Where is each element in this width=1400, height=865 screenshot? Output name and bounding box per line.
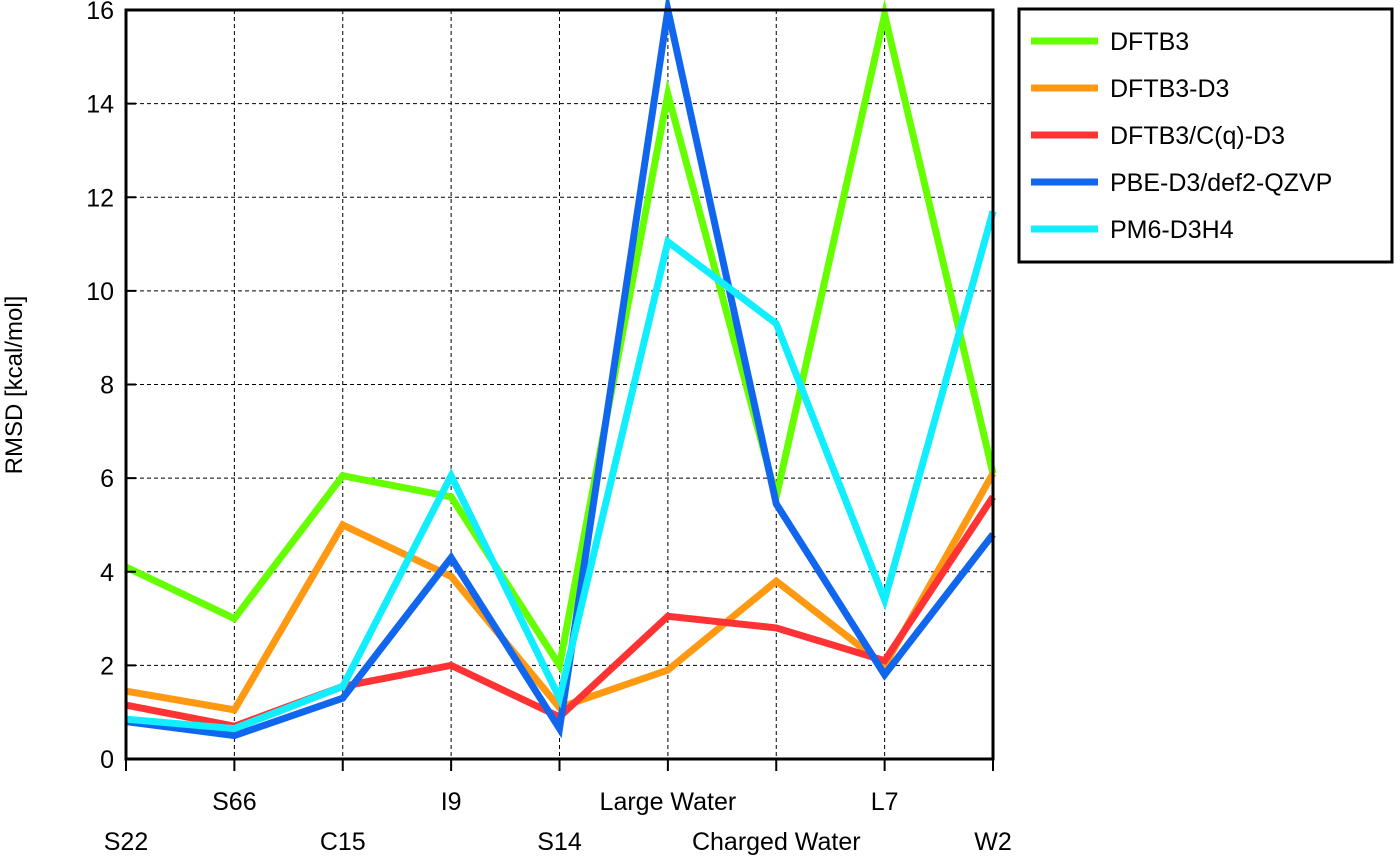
series-line-dftb3 bbox=[124, 0, 997, 675]
legend-label: PM6-D3H4 bbox=[1110, 216, 1234, 244]
legend-label: DFTB3/C(q)-D3 bbox=[1110, 122, 1285, 150]
legend-label: PBE-D3/def2-QZVP bbox=[1110, 169, 1332, 197]
x-tick-label: S14 bbox=[537, 828, 582, 856]
legend-label: DFTB3-D3 bbox=[1110, 75, 1229, 103]
y-tick-label: 10 bbox=[86, 278, 114, 306]
x-tick-label: Charged Water bbox=[692, 828, 861, 856]
y-tick-label: 6 bbox=[100, 465, 114, 493]
y-tick-label: 2 bbox=[100, 652, 114, 680]
legend-label: DFTB3 bbox=[1110, 28, 1189, 56]
x-tick-label: L7 bbox=[871, 788, 899, 816]
y-tick-label: 14 bbox=[86, 91, 114, 119]
series-lines bbox=[124, 0, 997, 740]
x-tick-label: Large Water bbox=[600, 788, 737, 816]
x-tick-label: S66 bbox=[212, 788, 256, 816]
axis-ticks: 0 2 4 6 8 10 12 14 16 S22 S66 C15 I9 S14 Large Water Ch… bbox=[86, 0, 1012, 856]
x-tick-label: S22 bbox=[104, 828, 148, 856]
x-tick-label: C15 bbox=[320, 828, 366, 856]
legend: DFTB3 DFTB3-D3 DFTB3/C(q)-D3 PBE-D3/def2-QZ… bbox=[1017, 7, 1394, 264]
x-tick-label: I9 bbox=[441, 788, 462, 816]
y-tick-label: 12 bbox=[86, 184, 114, 212]
y-tick-label: 8 bbox=[100, 372, 114, 400]
y-tick-label: 0 bbox=[100, 746, 114, 774]
y-tick-label: 4 bbox=[100, 559, 114, 587]
y-axis-label: RMSD [kcal/mol] bbox=[1, 296, 28, 475]
y-tick-label: 16 bbox=[86, 0, 114, 25]
grid bbox=[126, 10, 993, 759]
series-line-pm6-d3h4 bbox=[125, 210, 997, 733]
series-line-pbe-d3-def2-qzvp bbox=[125, 0, 996, 740]
x-tick-label: W2 bbox=[974, 828, 1012, 856]
